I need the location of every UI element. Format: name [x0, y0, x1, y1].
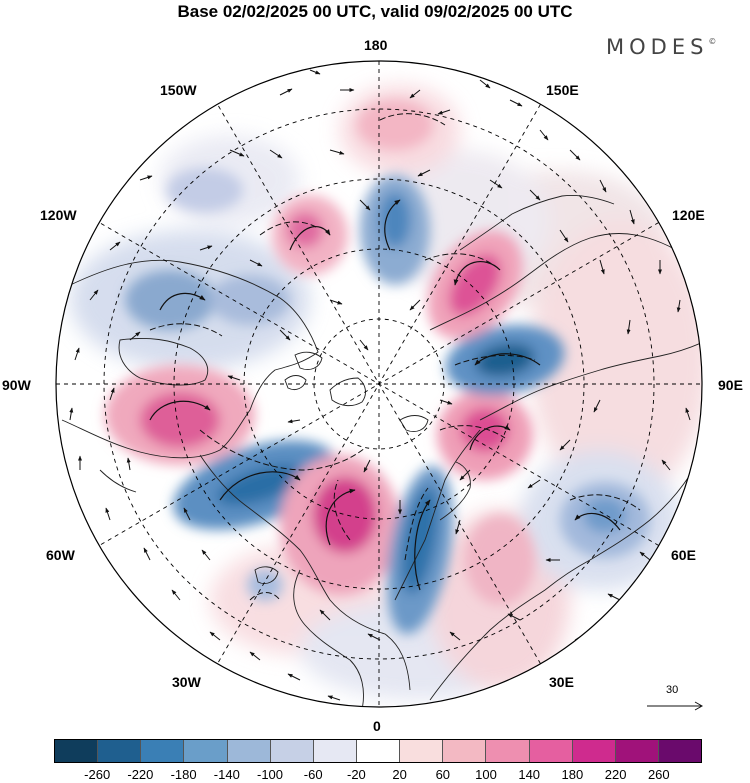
- graticule: [56, 61, 702, 707]
- colorbar-tick-label: -140: [213, 767, 240, 782]
- colorbar-cell: [141, 740, 185, 762]
- colorbar-cell: [270, 740, 314, 762]
- lon-label-150e: 150E: [546, 82, 579, 98]
- lon-label-180: 180: [364, 37, 388, 53]
- colorbar-cell: [184, 740, 228, 762]
- lon-label-60w: 60W: [46, 547, 75, 563]
- colorbar-cell: [227, 740, 271, 762]
- colorbar-cell: [356, 740, 401, 762]
- colorbar-tick-label: -220: [127, 767, 154, 782]
- colorbar-tick-label: 60: [435, 767, 451, 782]
- colorbar-tick-label: -60: [303, 767, 323, 782]
- polar-map: [55, 60, 703, 708]
- colorbar-tick-label: -100: [256, 767, 284, 782]
- colorbar-tick-label: 220: [604, 767, 627, 782]
- colorbar: [54, 739, 702, 763]
- reference-vector-label: 30: [666, 684, 679, 696]
- coastlines: [59, 195, 702, 707]
- colorbar-cell: [615, 740, 659, 762]
- colorbar-cell: [443, 740, 487, 762]
- lon-label-90w: 90W: [2, 377, 31, 393]
- colorbar-tick-label: 100: [475, 767, 497, 782]
- lon-label-30e: 30E: [549, 674, 574, 690]
- modes-logo: MODES©: [606, 35, 716, 59]
- map-title: Base 02/02/2025 00 UTC, valid 09/02/2025…: [177, 2, 573, 21]
- colorbar-tick-label: -180: [170, 767, 197, 782]
- colorbar-tick-label: 260: [647, 767, 670, 782]
- lon-label-120w: 120W: [40, 207, 77, 223]
- circulation-streams: [149, 199, 621, 591]
- map-boundary: [55, 60, 703, 708]
- colorbar-cell: [572, 740, 616, 762]
- lon-label-150w: 150W: [160, 82, 197, 98]
- colorbar-cell: [529, 740, 573, 762]
- lon-label-0: 0: [373, 718, 381, 734]
- colorbar-cell: [658, 740, 702, 762]
- lon-label-90e: 90E: [718, 377, 743, 393]
- colorbar-tick-label: 180: [561, 767, 584, 782]
- colorbar-cell: [486, 740, 530, 762]
- contour-lines: [149, 113, 641, 601]
- lon-label-30w: 30W: [172, 674, 201, 690]
- copyright-mark: ©: [708, 37, 717, 46]
- map-disk: [56, 61, 702, 707]
- colorbar-tick-label: 20: [392, 767, 407, 782]
- colorbar-cell: [55, 740, 99, 762]
- colorbar-cell: [98, 740, 142, 762]
- reference-vector-arrow: [647, 701, 704, 711]
- colorbar-cell: [400, 740, 444, 762]
- colorbar-tick-label: -20: [346, 767, 366, 782]
- colorbar-tick-label: 140: [518, 767, 541, 782]
- colorbar-tick-label: -260: [84, 767, 111, 782]
- colorbar-cell: [313, 740, 357, 762]
- lon-label-60e: 60E: [671, 547, 696, 563]
- lon-label-120e: 120E: [672, 207, 705, 223]
- modes-logo-text: MODES: [606, 35, 709, 59]
